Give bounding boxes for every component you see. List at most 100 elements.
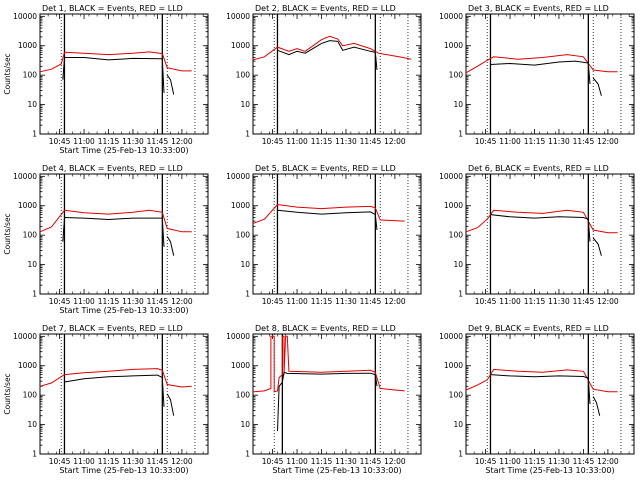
events-rate-line <box>64 374 165 407</box>
events-rate-line <box>592 396 601 416</box>
x-tick-label: 11:30 <box>548 137 570 146</box>
x-tick-label: 11:45 <box>573 457 595 466</box>
x-tick-label: 11:00 <box>73 457 95 466</box>
x-tick-label: 11:30 <box>335 137 357 146</box>
events-rate-line <box>166 393 175 416</box>
y-tick-label: 1 <box>245 290 250 299</box>
y-tick-label: 10000 <box>226 12 250 21</box>
events-rate-line <box>277 40 378 71</box>
x-tick-label: 11:00 <box>499 457 521 466</box>
x-tick-label: 11:15 <box>311 137 333 146</box>
panel-title: Det 9, BLACK = Events, RED = LLD <box>468 324 609 333</box>
detector-panel-2: 1 10 100 1000 10000 10:45 11:00 11:15 11:30 11:45… <box>226 4 422 146</box>
x-tick-label: 11:45 <box>573 297 595 306</box>
y-tick-label: 10000 <box>13 332 37 341</box>
x-tick-label: 11:30 <box>335 457 357 466</box>
panel-title: Det 8, BLACK = Events, RED = LLD <box>255 324 396 333</box>
y-tick-label: 1 <box>458 290 463 299</box>
y-tick-label: 1000 <box>231 201 250 210</box>
x-axis-label: Start Time (25-Feb-13 10:33:00) <box>272 466 401 475</box>
x-tick-label: 11:15 <box>524 297 546 306</box>
events-rate-line <box>592 237 602 256</box>
y-tick-label: 100 <box>23 231 38 240</box>
y-tick-label: 10000 <box>13 12 37 21</box>
plot-frame <box>252 173 422 295</box>
x-tick-label: 12:00 <box>384 297 406 306</box>
y-tick-label: 1000 <box>18 41 37 50</box>
panel-title: Det 3, BLACK = Events, RED = LLD <box>468 4 609 13</box>
y-tick-label: 100 <box>449 231 464 240</box>
lld-rate-line <box>39 51 192 73</box>
plot-frame <box>39 173 209 295</box>
y-tick-label: 10 <box>240 100 250 109</box>
events-rate-line <box>166 74 175 95</box>
x-tick-label: 12:00 <box>384 457 406 466</box>
x-tick-label: 11:45 <box>360 457 382 466</box>
plot-frame <box>39 13 209 135</box>
y-tick-label: 10 <box>27 420 37 429</box>
y-tick-label: 100 <box>23 391 38 400</box>
y-tick-label: 10 <box>240 420 250 429</box>
x-tick-label: 10:45 <box>475 297 497 306</box>
y-tick-label: 1 <box>458 450 463 459</box>
detector-panel-3: 1 10 100 1000 10000 10:45 11:00 11:15 11:30 11:45… <box>439 4 635 146</box>
events-rate-line <box>490 374 591 405</box>
x-tick-label: 11:15 <box>524 137 546 146</box>
detector-panel-9: 1 10 100 1000 10000 10:45 11:00 11:15 11:30 11:45… <box>439 324 635 475</box>
events-rate-line <box>277 371 378 432</box>
y-tick-label: 100 <box>236 391 251 400</box>
y-tick-label: 10000 <box>226 172 250 181</box>
y-tick-label: 1000 <box>18 361 37 370</box>
y-tick-label: 1 <box>245 450 250 459</box>
x-tick-label: 11:00 <box>286 137 308 146</box>
y-tick-label: 100 <box>23 71 38 80</box>
x-tick-label: 10:45 <box>475 137 497 146</box>
panel-title: Det 7, BLACK = Events, RED = LLD <box>42 324 183 333</box>
x-tick-label: 11:00 <box>499 297 521 306</box>
panel-title: Det 6, BLACK = Events, RED = LLD <box>468 164 609 173</box>
y-tick-label: 1000 <box>444 201 463 210</box>
x-axis-label: Start Time (25-Feb-13 10:33:00) <box>59 306 188 315</box>
x-tick-label: 11:30 <box>548 457 570 466</box>
plot-frame <box>39 333 209 455</box>
y-axis-label: Counts/sec <box>3 213 12 254</box>
x-tick-label: 11:30 <box>122 457 144 466</box>
detector-panel-7: 1 10 100 1000 10000 10:45 11:00 11:15 11:30 11:45… <box>3 324 209 475</box>
y-tick-label: 1000 <box>231 41 250 50</box>
events-rate-line <box>490 214 591 242</box>
y-tick-label: 10 <box>453 420 463 429</box>
y-tick-label: 1000 <box>18 201 37 210</box>
plot-frame <box>465 173 635 295</box>
y-tick-label: 100 <box>449 391 464 400</box>
x-tick-label: 12:00 <box>597 137 619 146</box>
lld-rate-line <box>465 368 618 393</box>
x-tick-label: 11:30 <box>548 297 570 306</box>
plot-frame <box>252 333 422 455</box>
y-tick-label: 10000 <box>13 172 37 181</box>
x-tick-label: 10:45 <box>262 457 284 466</box>
x-tick-label: 10:45 <box>49 297 71 306</box>
x-tick-label: 12:00 <box>171 457 193 466</box>
x-tick-label: 11:15 <box>311 457 333 466</box>
lld-rate-line <box>465 209 618 234</box>
events-rate-line <box>62 216 165 247</box>
detector-panel-4: 1 10 100 1000 10000 10:45 11:00 11:15 11:30 11:45… <box>3 164 209 315</box>
panel-title: Det 4, BLACK = Events, RED = LLD <box>42 164 183 173</box>
detector-panel-6: 1 10 100 1000 10000 10:45 11:00 11:15 11:30 11:45… <box>439 164 635 306</box>
y-tick-label: 1 <box>32 290 37 299</box>
detector-panel-5: 1 10 100 1000 10000 10:45 11:00 11:15 11:30 11:45… <box>226 164 422 306</box>
y-tick-label: 10000 <box>439 172 463 181</box>
x-tick-label: 11:00 <box>73 297 95 306</box>
plot-frame <box>252 13 422 135</box>
y-axis-label: Counts/sec <box>3 373 12 414</box>
y-tick-label: 10000 <box>439 332 463 341</box>
x-axis-label: Start Time (25-Feb-13 10:33:00) <box>59 466 188 475</box>
detector-panel-8: 1 10 100 1000 10000 10:45 11:00 11:15 11:30 11:45… <box>226 324 422 475</box>
x-tick-label: 12:00 <box>597 457 619 466</box>
x-tick-label: 10:45 <box>475 457 497 466</box>
events-rate-line <box>490 60 591 85</box>
y-tick-label: 1000 <box>444 41 463 50</box>
x-tick-label: 11:15 <box>311 297 333 306</box>
y-tick-label: 10000 <box>439 12 463 21</box>
